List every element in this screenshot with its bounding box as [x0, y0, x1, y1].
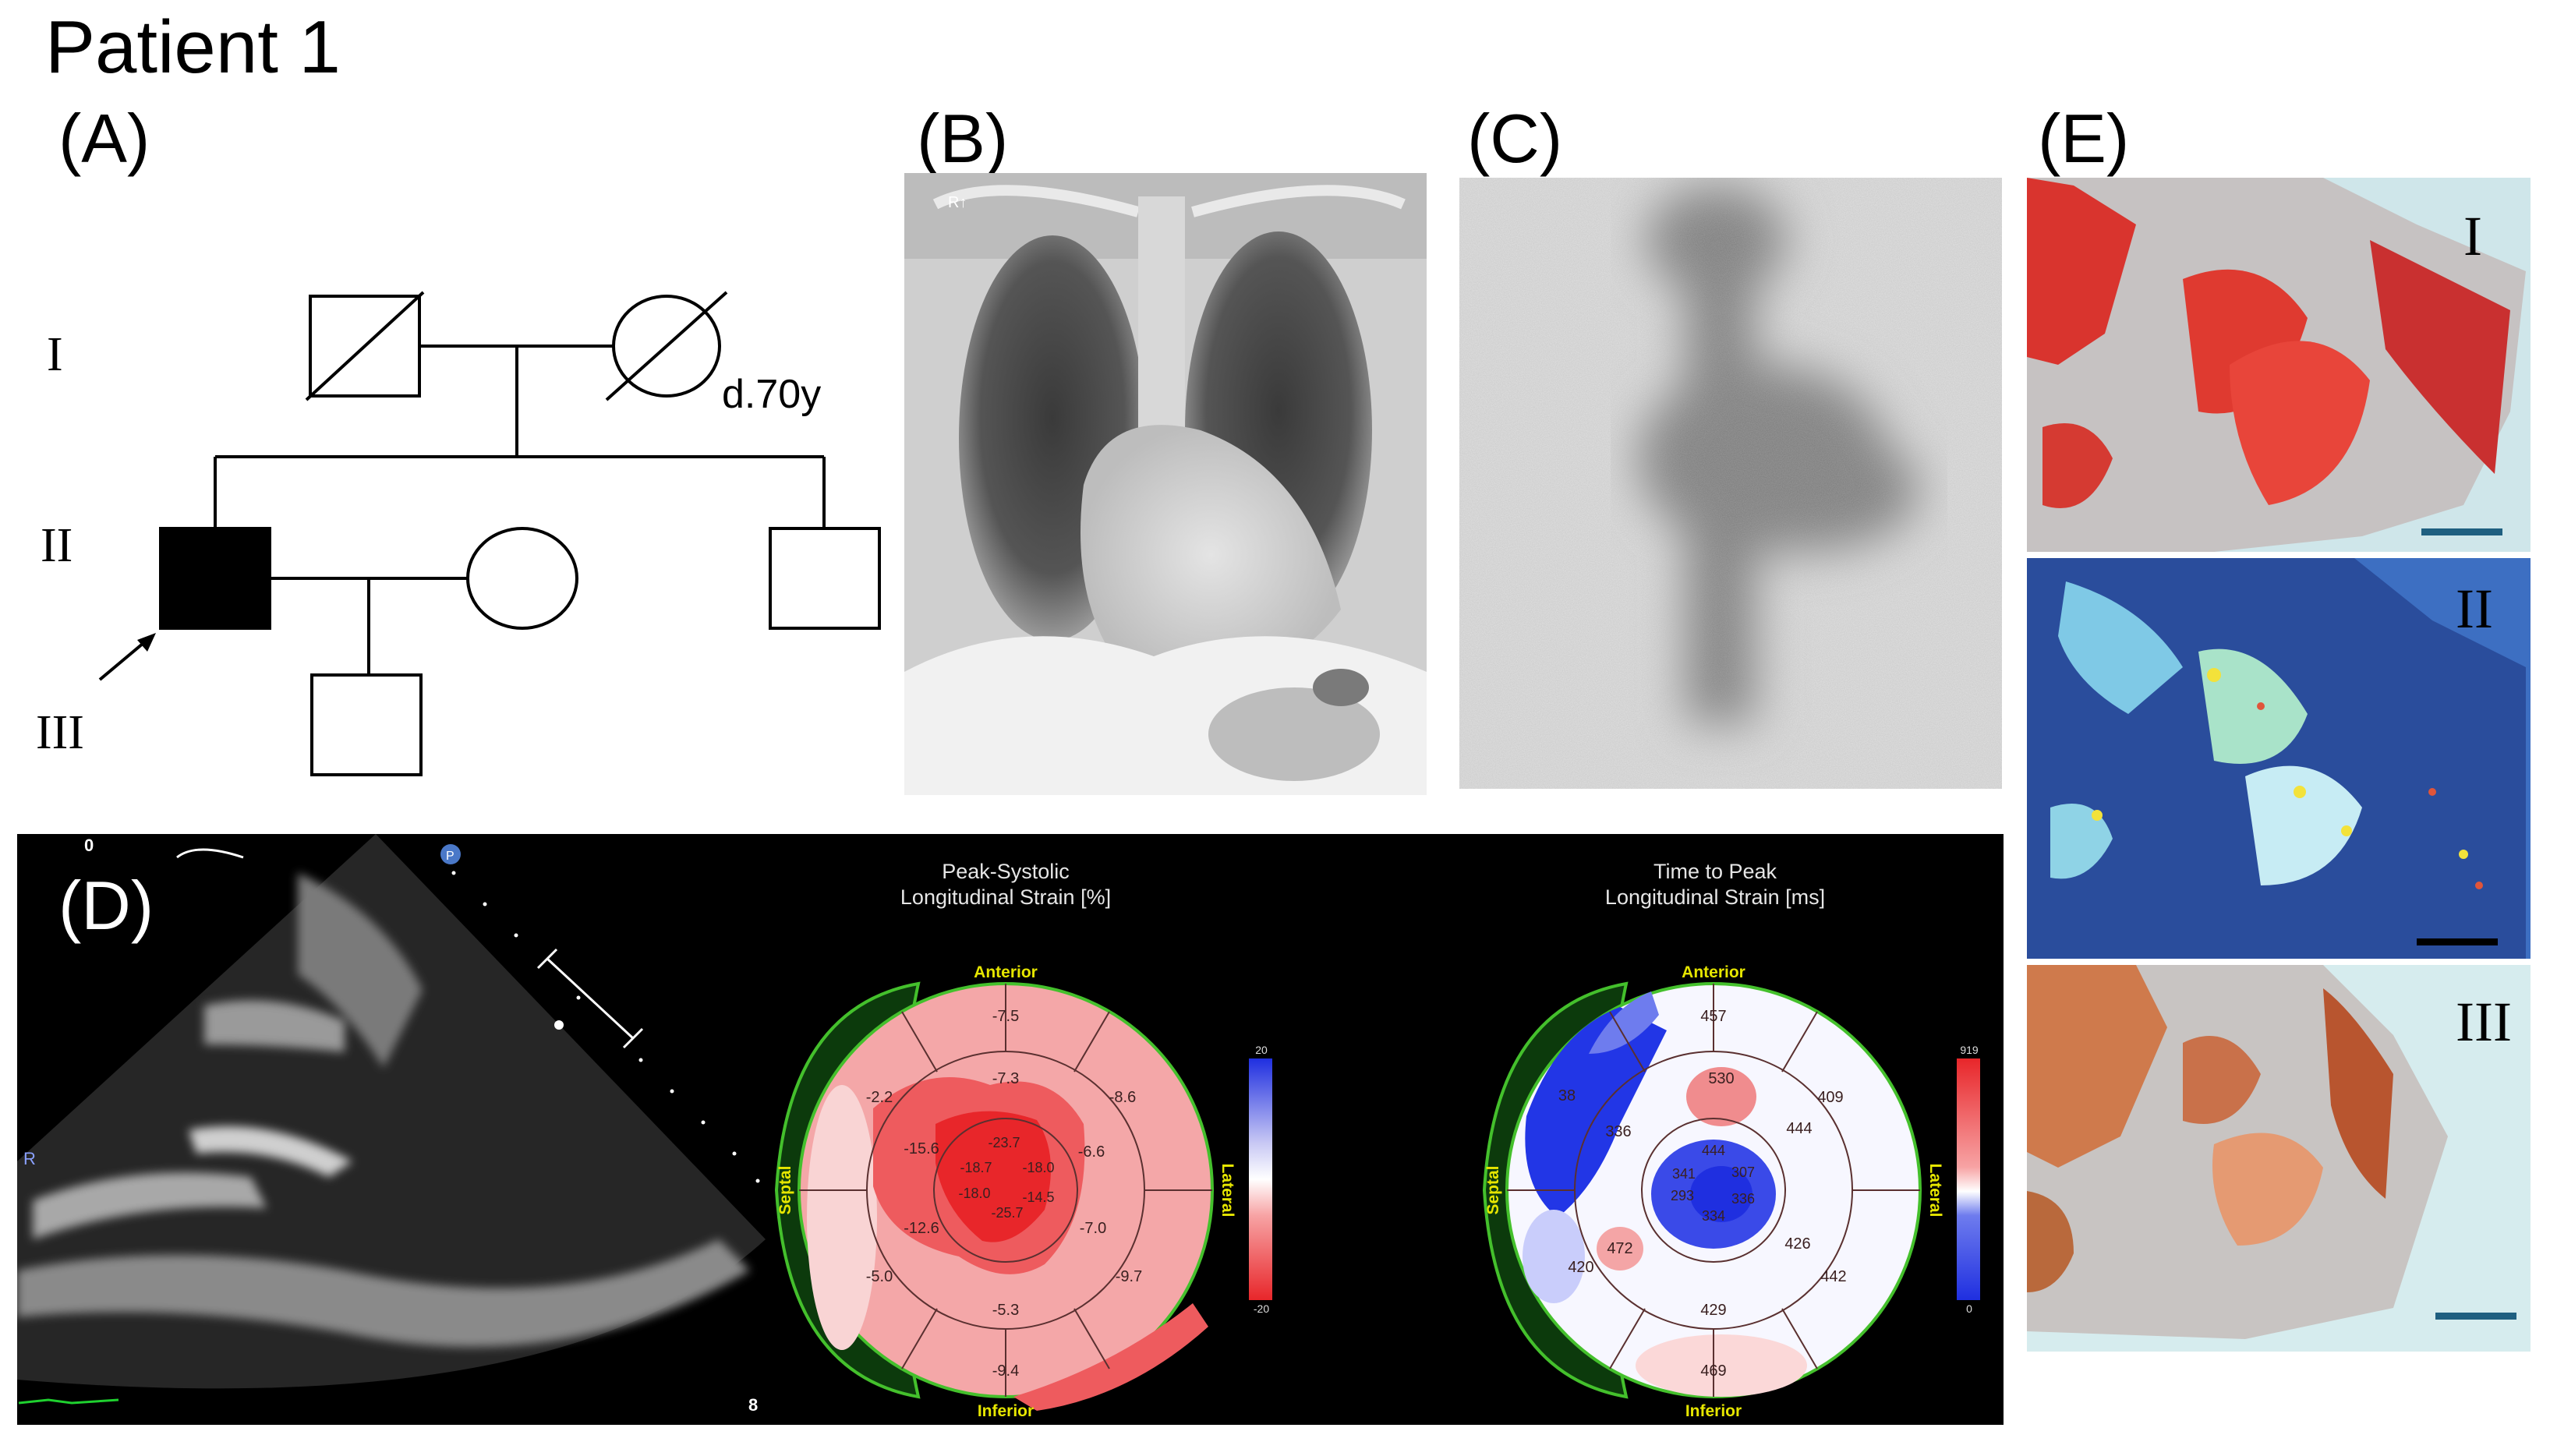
strain-title-line2: Longitudinal Strain [%]: [900, 885, 1112, 909]
time-basal-anteroseptal: 38: [1558, 1087, 1576, 1104]
histology-congo-red-image: [2027, 178, 2531, 552]
strain-basal-anterolateral: -8.6: [1109, 1089, 1136, 1106]
death-age-note: d.70y: [722, 372, 822, 417]
time-title-line1: Time to Peak: [1653, 860, 1777, 883]
strain-basal-inferoseptal: -5.0: [866, 1268, 893, 1285]
time-basal-inferior: 469: [1700, 1362, 1726, 1380]
pedigree-son: [310, 673, 423, 776]
panel-label-b: (B): [917, 100, 1009, 177]
strain-label-lateral: Lateral: [1218, 1164, 1236, 1217]
scale-bar: [2421, 528, 2502, 535]
strain-basal-anteroseptal: -2.2: [866, 1089, 893, 1106]
strain-apex-anteroseptal: -18.7: [960, 1160, 992, 1175]
time-apex-anterior: 444: [1702, 1143, 1725, 1158]
strain-apex-inferior: -25.7: [991, 1205, 1023, 1221]
time-mid-inferoseptal: 472: [1607, 1240, 1632, 1257]
strain-title-line1: Peak-Systolic: [942, 860, 1070, 883]
time-basal-inferoseptal: 420: [1568, 1259, 1593, 1276]
pedigree-brother: [769, 527, 881, 630]
strain-bullseye-chart: -7.5 -8.6 -9.7 -9.4 -5.0 -2.2 -7.3 -6.6 …: [756, 963, 1236, 1420]
histology-immuno-image: [2027, 965, 2531, 1352]
strain-basal-inferior: -9.4: [992, 1362, 1019, 1380]
time-bullseye-chart: 457 409 442 469 420 38 530 444 426 429 4…: [1482, 963, 1944, 1420]
strain-apex-anterior: -23.7: [988, 1135, 1020, 1150]
time-scale-max: 919: [1960, 1044, 1979, 1056]
generation-label-ii: II: [41, 519, 73, 572]
generation-label-iii: III: [36, 706, 84, 759]
generation-label-i: I: [47, 328, 63, 381]
pedigree-deceased-slash: [305, 291, 425, 401]
depth-zero-label: 0: [84, 836, 94, 855]
strain-basal-anterior: -7.5: [992, 1008, 1019, 1025]
xray-side-marker: R↑: [948, 194, 967, 211]
strain-mid-inferolateral: -7.0: [1080, 1220, 1106, 1237]
pedigree-chart: [98, 291, 881, 776]
time-apex-inferolateral: 336: [1731, 1191, 1755, 1207]
pedigree-proband-affected: [159, 527, 271, 630]
time-scale-min: 0: [1966, 1302, 1972, 1315]
strain-basal-inferolateral: -9.7: [1116, 1268, 1142, 1285]
time-label-septal: Septal: [1484, 1165, 1502, 1214]
strain-color-scale: 20 -20: [1249, 1044, 1272, 1315]
strain-mid-anterolateral: -6.6: [1078, 1143, 1105, 1161]
scintigraphy-image: [1459, 178, 2002, 789]
time-label-inferior: Inferior: [1685, 1402, 1742, 1420]
strain-apex-inferolateral: -14.5: [1022, 1189, 1054, 1205]
time-mid-anterolateral: 444: [1786, 1120, 1812, 1137]
panel-label-d: (D): [58, 867, 154, 944]
time-apex-anteroseptal: 341: [1672, 1166, 1696, 1182]
histology-label-i: I: [2463, 205, 2482, 267]
echo-side-marker: R: [23, 1149, 36, 1168]
proband-arrow: [98, 638, 150, 681]
time-apex-inferior: 334: [1702, 1208, 1725, 1224]
strain-mid-anteroseptal: -15.6: [904, 1140, 939, 1157]
strain-mid-anterior: -7.3: [992, 1070, 1019, 1087]
strain-apex-septal: -18.0: [958, 1186, 990, 1201]
panel-label-c: (C): [1467, 100, 1563, 177]
strain-scale-max: 20: [1255, 1044, 1268, 1056]
echo-image: 0 P R: [17, 834, 766, 1405]
figure-title: Patient 1: [45, 5, 341, 89]
probe-badge: P: [446, 850, 454, 863]
pedigree-spouse: [466, 527, 578, 630]
time-label-lateral: Lateral: [1926, 1164, 1944, 1217]
histology-polarized-image: [2027, 558, 2531, 959]
echo-frame-number: 8: [748, 1395, 759, 1415]
time-mid-inferior: 429: [1700, 1302, 1726, 1319]
strain-label-inferior: Inferior: [978, 1402, 1034, 1420]
time-apex-septal: 293: [1671, 1188, 1694, 1203]
time-mid-anterior: 530: [1708, 1070, 1734, 1087]
time-color-scale: 919 0: [1957, 1044, 1980, 1315]
strain-mid-inferior: -5.3: [992, 1302, 1019, 1319]
chest-xray-image: R↑: [904, 173, 1427, 795]
time-basal-inferolateral: 442: [1820, 1268, 1846, 1285]
time-basal-anterior: 457: [1700, 1008, 1726, 1025]
strain-label-septal: Septal: [776, 1165, 794, 1214]
time-mid-inferolateral: 426: [1784, 1235, 1810, 1253]
time-title-line2: Longitudinal Strain [ms]: [1604, 885, 1826, 909]
panel-label-a: (A): [58, 100, 150, 177]
time-basal-anterolateral: 409: [1817, 1089, 1843, 1106]
histology-label-ii: II: [2456, 578, 2493, 640]
strain-scale-min: -20: [1254, 1302, 1269, 1315]
time-label-anterior: Anterior: [1682, 963, 1745, 981]
histology-label-iii: III: [2456, 991, 2512, 1053]
time-mid-anteroseptal: 336: [1605, 1123, 1631, 1140]
strain-apex-lateral: -18.0: [1022, 1160, 1054, 1175]
strain-label-anterior: Anterior: [974, 963, 1038, 981]
time-apex-lateral: 307: [1731, 1164, 1755, 1180]
strain-mid-inferoseptal: -12.6: [904, 1220, 939, 1237]
panel-label-e: (E): [2038, 100, 2130, 177]
